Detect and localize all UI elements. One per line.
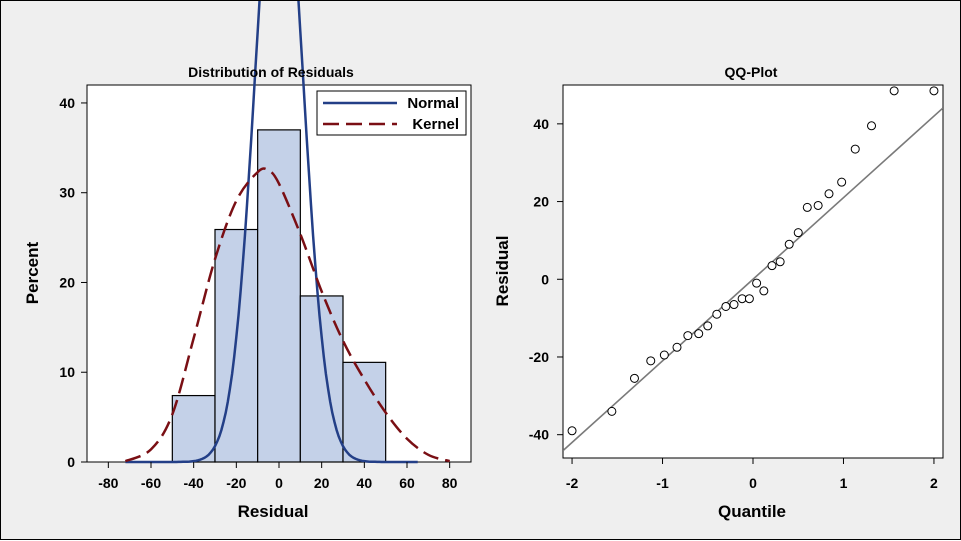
qq-point-10 xyxy=(721,301,731,311)
histogram-x-tick-label-6: 40 xyxy=(357,475,373,491)
qq-x-tick-label-4: 2 xyxy=(930,475,938,491)
qq-y-tick-label-2: 0 xyxy=(541,271,549,287)
histogram-x-axis-label: Residual xyxy=(238,502,309,521)
qq-point-0 xyxy=(567,426,577,436)
qq-point-6 xyxy=(683,331,693,341)
qq-y-tick-label-0: -40 xyxy=(529,427,549,443)
qq-point-4 xyxy=(659,350,669,360)
histogram-x-tick-label-0: -80 xyxy=(98,475,118,491)
qq-reference-line xyxy=(563,107,943,452)
histogram-y-tick-label-2: 20 xyxy=(59,274,75,290)
histogram-y-tick-label-0: 0 xyxy=(67,454,75,470)
qq-point-11 xyxy=(729,300,739,310)
qq-point-15 xyxy=(759,286,769,296)
qq-point-27 xyxy=(929,86,939,96)
qq-point-13 xyxy=(744,294,754,304)
histogram-y-tick-label-1: 10 xyxy=(59,364,75,380)
histogram-title: Distribution of Residuals xyxy=(188,64,354,80)
histogram-x-tick-label-5: 20 xyxy=(314,475,330,491)
legend-normal-label: Normal xyxy=(407,95,459,112)
qq-y-tick-label-4: 40 xyxy=(533,116,549,132)
qq-point-16 xyxy=(767,261,777,271)
histogram-y-tick-label-3: 30 xyxy=(59,185,75,201)
qq-x-tick-label-2: 0 xyxy=(749,475,757,491)
histogram-x-tick-label-1: -60 xyxy=(141,475,161,491)
qq-plot-area xyxy=(562,84,944,459)
normal-curve xyxy=(125,1,418,464)
histogram-x-tick-label-7: 60 xyxy=(399,475,415,491)
histogram-bar-0 xyxy=(171,394,216,463)
qq-point-2 xyxy=(629,373,639,383)
qq-point-26 xyxy=(889,86,899,96)
qq-x-tick-label-3: 1 xyxy=(840,475,848,491)
histogram-x-tick-label-8: 80 xyxy=(442,475,458,491)
qq-point-1 xyxy=(607,406,617,416)
qq-x-axis-label: Quantile xyxy=(718,502,786,521)
qq-point-22 xyxy=(824,189,834,199)
histogram-bar-3 xyxy=(299,295,344,463)
legend-kernel-label: Kernel xyxy=(412,116,459,133)
histogram-x-tick-label-4: 0 xyxy=(275,475,283,491)
qq-y-axis-label: Residual xyxy=(493,236,512,307)
qq-y-tick-label-3: 20 xyxy=(533,194,549,210)
qq-point-5 xyxy=(672,342,682,352)
qq-point-3 xyxy=(646,356,656,366)
qq-point-14 xyxy=(752,278,762,288)
kernel-curve xyxy=(124,167,451,463)
histogram-bar-2 xyxy=(257,129,301,463)
qq-title: QQ-Plot xyxy=(725,64,778,80)
qq-point-17 xyxy=(775,257,785,267)
qq-y-tick-label-1: -20 xyxy=(529,349,549,365)
qq-point-18 xyxy=(784,239,794,249)
histogram-x-tick-label-3: -20 xyxy=(226,475,246,491)
qq-point-25 xyxy=(867,121,877,131)
legend-box xyxy=(316,90,467,136)
qq-point-21 xyxy=(813,200,823,210)
qq-point-20 xyxy=(802,202,812,212)
histogram-x-tick-label-2: -40 xyxy=(184,475,204,491)
qq-point-19 xyxy=(793,228,803,238)
qq-x-tick-label-1: -1 xyxy=(656,475,669,491)
histogram-bar-4 xyxy=(342,361,387,463)
qq-point-24 xyxy=(850,144,860,154)
histogram-y-tick-label-4: 40 xyxy=(59,95,75,111)
qq-point-23 xyxy=(837,177,847,187)
qq-x-tick-label-0: -2 xyxy=(566,475,579,491)
qq-point-9 xyxy=(712,309,722,319)
qq-point-8 xyxy=(703,321,713,331)
histogram-y-axis-label: Percent xyxy=(23,241,42,304)
qq-point-7 xyxy=(694,329,704,339)
